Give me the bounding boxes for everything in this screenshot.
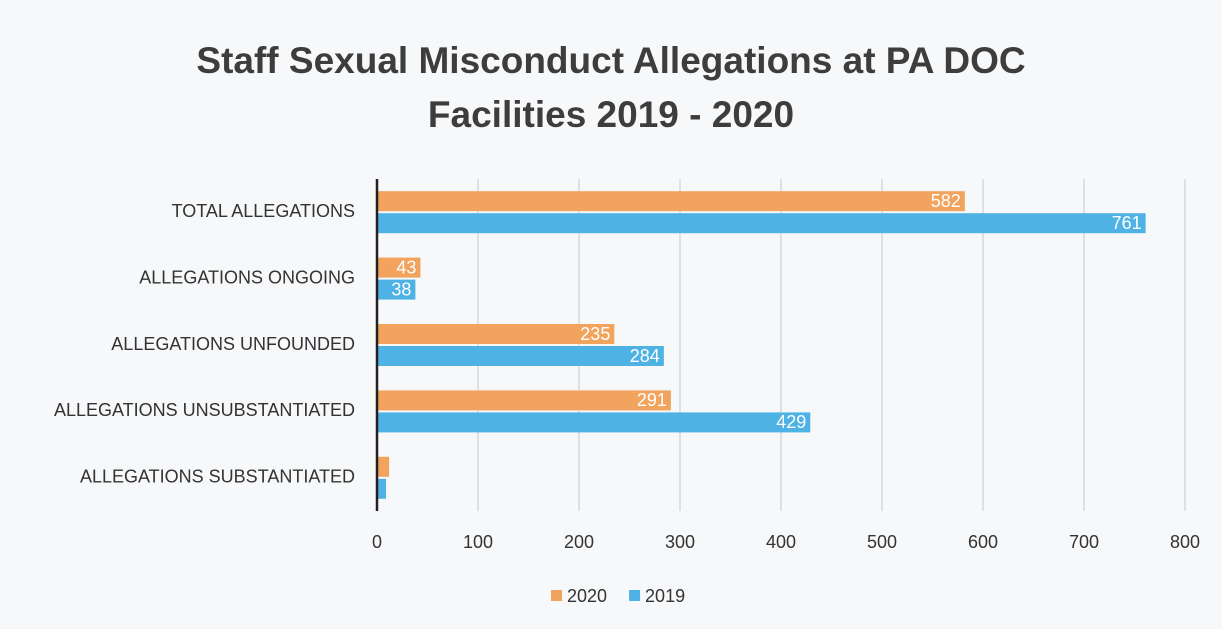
x-tick-label: 800	[1170, 532, 1200, 552]
x-tick-label: 300	[665, 532, 695, 552]
y-tick-label: TOTAL ALLEGATIONS	[172, 201, 355, 221]
x-tick-label: 100	[463, 532, 493, 552]
bar	[377, 456, 390, 477]
data-label: 38	[391, 279, 411, 299]
bar	[377, 213, 1146, 234]
x-tick-label: 0	[372, 532, 382, 552]
legend-label: 2020	[567, 586, 607, 606]
data-label: 235	[580, 324, 610, 344]
bar	[377, 390, 671, 411]
bar	[377, 257, 421, 278]
bar	[377, 324, 615, 344]
y-tick-label: ALLEGATIONS SUBSTANTIATED	[80, 467, 355, 487]
x-tick-label: 600	[968, 532, 998, 552]
bar	[377, 346, 664, 366]
x-tick-label: 500	[867, 532, 897, 552]
data-label: 43	[396, 257, 416, 277]
x-tick-label: 200	[564, 532, 594, 552]
bar	[377, 191, 965, 212]
data-label: 582	[931, 191, 961, 211]
legend-swatch	[551, 590, 562, 601]
bar	[377, 478, 387, 499]
data-label: 291	[637, 390, 667, 410]
legend-label: 2019	[645, 586, 685, 606]
y-tick-label: ALLEGATIONS UNSUBSTANTIATED	[54, 400, 355, 420]
legend-swatch	[629, 590, 641, 601]
data-label: 284	[630, 346, 660, 366]
bar	[377, 412, 811, 433]
bar	[377, 279, 416, 300]
data-label: 429	[776, 412, 806, 432]
x-tick-label: 700	[1069, 532, 1099, 552]
x-tick-label: 400	[766, 532, 796, 552]
y-tick-label: ALLEGATIONS UNFOUNDED	[111, 334, 355, 354]
y-tick-label: ALLEGATIONS ONGOING	[139, 267, 355, 287]
data-label: 761	[1112, 213, 1142, 233]
chart-title: Staff Sexual Misconduct Allegations at P…	[196, 40, 1026, 135]
